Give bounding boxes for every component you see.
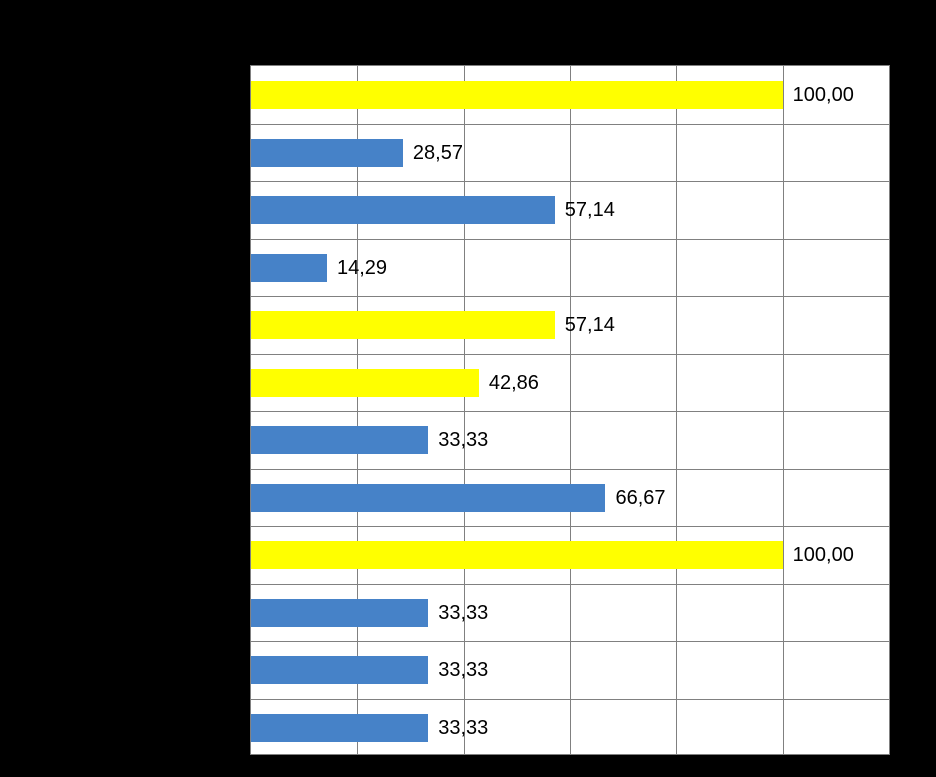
gridline bbox=[357, 66, 358, 754]
row-separator bbox=[251, 354, 889, 355]
bar: 33,33 bbox=[251, 656, 428, 684]
bar-value-label: 33,33 bbox=[438, 426, 488, 454]
bar: 33,33 bbox=[251, 714, 428, 742]
bar-value-label: 33,33 bbox=[438, 599, 488, 627]
bar: 57,14 bbox=[251, 311, 555, 339]
gridline bbox=[570, 66, 571, 754]
gridline bbox=[676, 66, 677, 754]
row-separator bbox=[251, 124, 889, 125]
gridline bbox=[783, 66, 784, 754]
row-separator bbox=[251, 699, 889, 700]
bar: 57,14 bbox=[251, 196, 555, 224]
bar: 28,57 bbox=[251, 139, 403, 167]
chart-container: 100,00 28,57 57,14 14,29 57,14 42,86 33,33 66,6… bbox=[0, 0, 936, 777]
bar: 33,33 bbox=[251, 426, 428, 454]
row-separator bbox=[251, 469, 889, 470]
bar-value-label: 33,33 bbox=[438, 656, 488, 684]
row-separator bbox=[251, 296, 889, 297]
bar: 33,33 bbox=[251, 599, 428, 627]
row-separator bbox=[251, 526, 889, 527]
row-separator bbox=[251, 411, 889, 412]
row-separator bbox=[251, 239, 889, 240]
bar: 14,29 bbox=[251, 254, 327, 282]
gridline bbox=[464, 66, 465, 754]
bar: 100,00 bbox=[251, 541, 783, 569]
row-separator bbox=[251, 641, 889, 642]
bar-value-label: 100,00 bbox=[793, 81, 854, 109]
bar-value-label: 66,67 bbox=[615, 484, 665, 512]
bar: 100,00 bbox=[251, 81, 783, 109]
bar-value-label: 42,86 bbox=[489, 369, 539, 397]
bar: 42,86 bbox=[251, 369, 479, 397]
bar-value-label: 100,00 bbox=[793, 541, 854, 569]
bar-value-label: 57,14 bbox=[565, 311, 615, 339]
bar: 66,67 bbox=[251, 484, 605, 512]
row-separator bbox=[251, 181, 889, 182]
row-separator bbox=[251, 584, 889, 585]
bar-value-label: 33,33 bbox=[438, 714, 488, 742]
plot-area: 100,00 28,57 57,14 14,29 57,14 42,86 33,33 66,6… bbox=[250, 65, 890, 755]
bar-value-label: 14,29 bbox=[337, 254, 387, 282]
bar-value-label: 28,57 bbox=[413, 139, 463, 167]
bar-value-label: 57,14 bbox=[565, 196, 615, 224]
